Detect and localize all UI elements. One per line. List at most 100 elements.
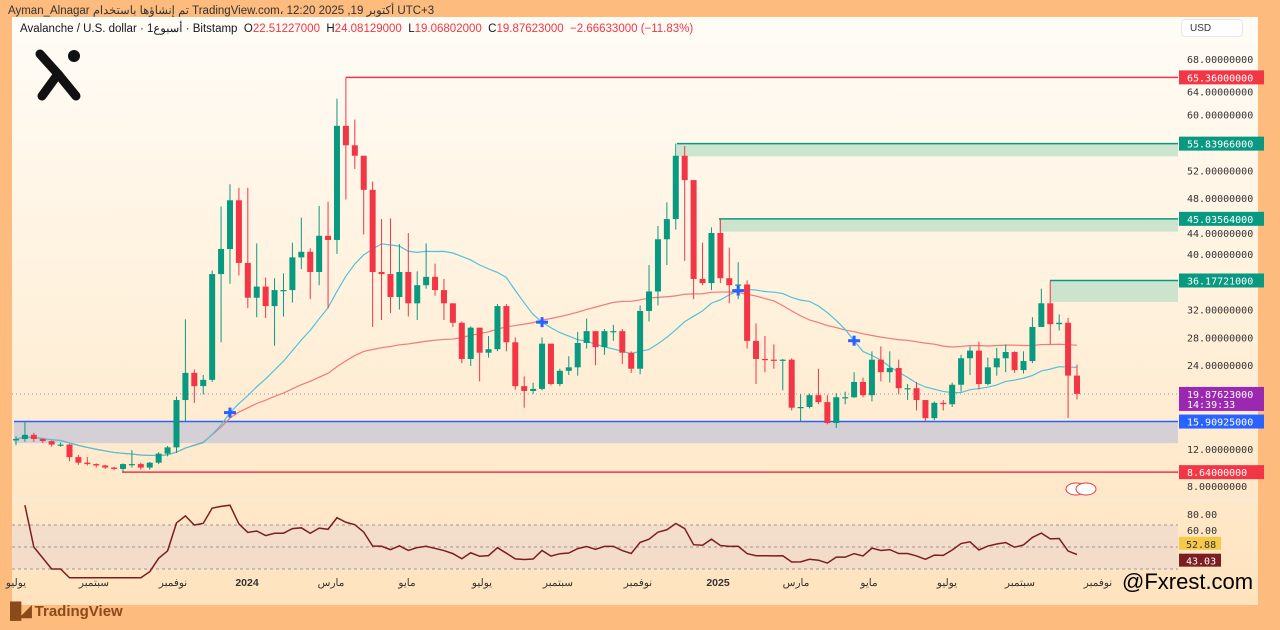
candle (521, 376, 528, 408)
close-label: C (488, 23, 497, 35)
candle-body (512, 342, 519, 387)
candle-body (770, 359, 777, 361)
candle (539, 337, 546, 391)
candle-body (39, 439, 46, 442)
candle (949, 382, 956, 407)
candle (512, 337, 519, 390)
candle-body (851, 381, 858, 398)
candle (547, 343, 554, 386)
candle (280, 273, 287, 317)
candle-body (1002, 352, 1009, 359)
candle (886, 351, 893, 383)
time-tick-label: نوفمبر (623, 577, 652, 589)
time-tick-label: سبتمبر (1004, 577, 1035, 589)
candle-body (396, 271, 403, 298)
candle-body (860, 381, 867, 396)
candle-body (530, 388, 537, 391)
candle (369, 181, 376, 327)
candle (182, 319, 189, 422)
cross-marker-icon (536, 317, 549, 328)
zone-box (14, 421, 1178, 444)
candle (414, 271, 421, 320)
candle-body (913, 388, 920, 401)
candle-body (637, 310, 644, 369)
candle (690, 180, 697, 300)
candle-body (378, 271, 385, 275)
candle-body (449, 303, 456, 323)
candle (1065, 317, 1072, 419)
candle (574, 331, 581, 376)
level-tag (1179, 414, 1264, 429)
candle (423, 243, 430, 289)
candle (128, 450, 135, 468)
candle-body (342, 125, 349, 146)
candle-body (1029, 326, 1036, 362)
time-tick-label: سبتمبر (78, 577, 109, 589)
candle (146, 461, 153, 470)
zone-box (719, 218, 1178, 232)
candle (1038, 288, 1045, 327)
candle (565, 356, 572, 375)
time-tick-label: مايو (397, 577, 416, 589)
candle-body (226, 200, 233, 250)
candle (485, 336, 492, 358)
candle (833, 393, 840, 428)
candle (307, 248, 314, 300)
candle (860, 377, 867, 398)
candle (530, 382, 537, 394)
candle (654, 226, 661, 306)
candle-body (173, 400, 180, 448)
candle-body (931, 402, 938, 419)
change-value: −2.66633000 (−11.83%) (570, 23, 694, 35)
candle-body (1020, 361, 1027, 371)
candle-body (842, 397, 849, 399)
level-tag (1179, 70, 1264, 85)
candle-body (735, 284, 742, 286)
currency-button[interactable]: USD (1181, 19, 1243, 37)
candle (761, 336, 768, 373)
level-tag-label: 45.03564000 (1187, 215, 1253, 226)
candle-body (1011, 352, 1018, 371)
candle-body (476, 327, 483, 353)
candle (387, 218, 394, 314)
candle (360, 155, 367, 235)
candle-body (271, 290, 278, 307)
candle (788, 358, 795, 411)
time-tick-label: مايو (859, 577, 878, 589)
chart-attribution: Ayman_Alnagar تم إنشاؤها باستخدام Tradin… (8, 5, 435, 17)
high-value: 24.08129000 (334, 23, 402, 35)
candle (289, 242, 296, 303)
candle-body (182, 372, 189, 401)
candle (48, 440, 55, 447)
candle-body (387, 274, 394, 298)
candle-body (610, 331, 617, 333)
candle-body (619, 331, 626, 353)
rsi-tick-label: 80.00 (1187, 510, 1217, 521)
candle-body (574, 342, 581, 368)
candle-body (895, 368, 902, 389)
candle (922, 400, 929, 422)
candle-body (592, 331, 599, 348)
candle-body (93, 464, 100, 466)
candle-body (628, 352, 635, 369)
rsi-line (24, 504, 1078, 579)
candle-body (316, 235, 323, 272)
level-tag (1179, 273, 1264, 288)
candle-body (485, 349, 492, 353)
candle (396, 244, 403, 310)
candle (851, 372, 858, 398)
candle-body (191, 372, 198, 387)
price-tick-label: 28.00000000 (1187, 333, 1253, 344)
candle-body (1038, 303, 1045, 327)
candle-body (708, 233, 715, 284)
candle-body (753, 340, 760, 359)
candle-body (280, 290, 287, 292)
candle (503, 303, 510, 352)
candle (681, 146, 688, 261)
candle-body (200, 379, 207, 387)
candle (663, 202, 670, 266)
candle (610, 324, 617, 341)
tradingview-brand[interactable]: █◢ TradingView (10, 601, 123, 621)
candle (993, 347, 1000, 376)
